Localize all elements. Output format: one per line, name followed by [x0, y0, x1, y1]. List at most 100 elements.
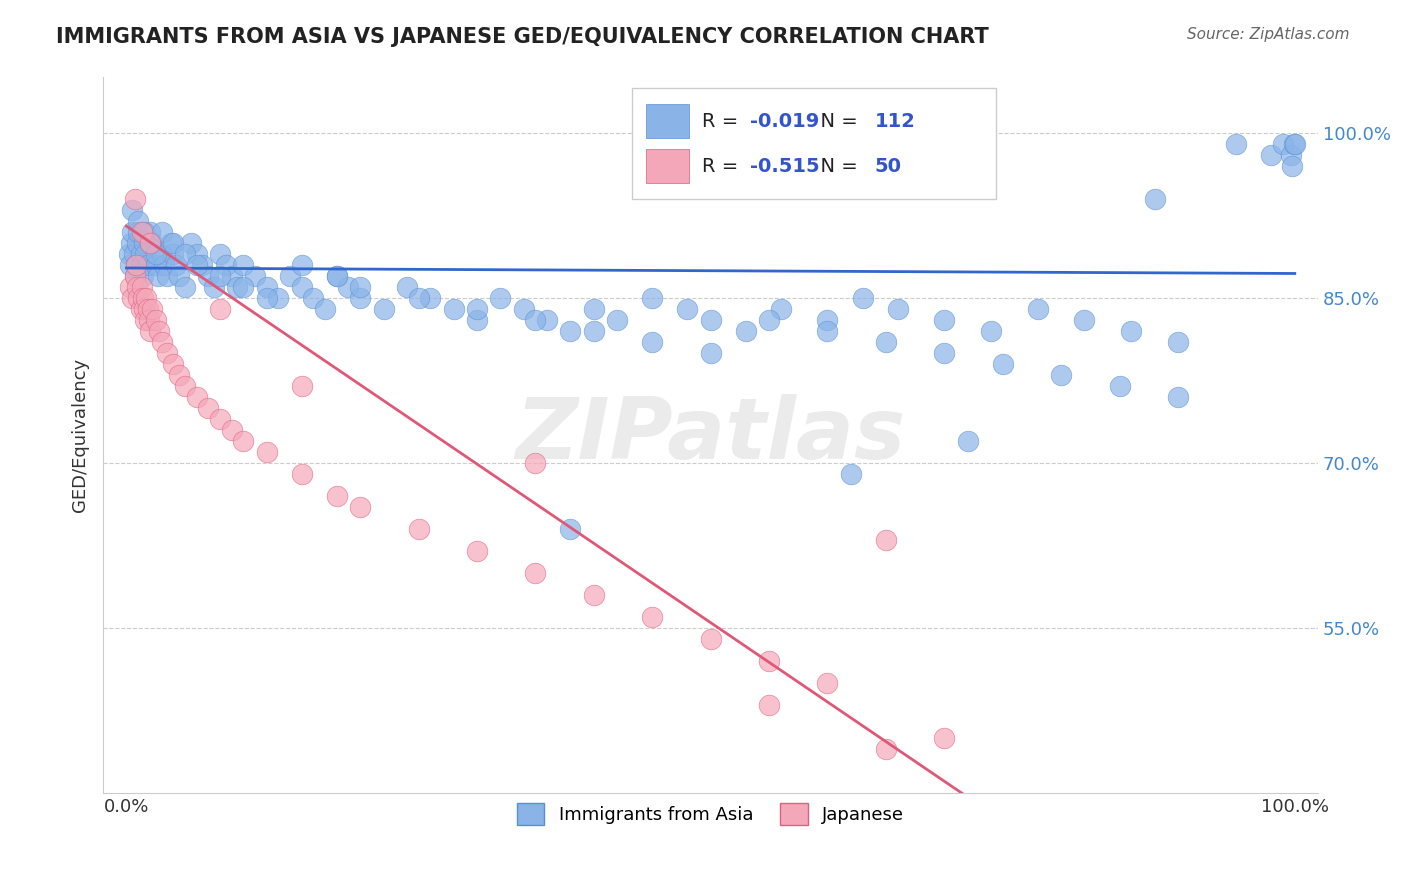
Point	[267, 291, 290, 305]
Point	[167, 368, 190, 382]
Point	[699, 346, 721, 360]
FancyBboxPatch shape	[647, 149, 689, 184]
Point	[118, 246, 141, 260]
Point	[536, 312, 558, 326]
Point	[512, 301, 534, 316]
Point	[145, 312, 167, 326]
Point	[524, 456, 547, 470]
Point	[132, 268, 155, 283]
Point	[699, 632, 721, 647]
Point	[243, 268, 266, 283]
Point	[127, 291, 149, 305]
Point	[817, 312, 839, 326]
Point	[465, 301, 488, 316]
Text: -0.515: -0.515	[749, 157, 820, 176]
Point	[875, 334, 897, 349]
Point	[221, 268, 243, 283]
Point	[160, 235, 183, 250]
Point	[121, 225, 143, 239]
Point	[162, 235, 184, 250]
Point	[153, 258, 176, 272]
Point	[215, 258, 238, 272]
Point	[156, 268, 179, 283]
Point	[121, 202, 143, 217]
Point	[326, 268, 349, 283]
Point	[817, 324, 839, 338]
Point	[489, 291, 512, 305]
Point	[291, 258, 314, 272]
Point	[156, 346, 179, 360]
Point	[291, 279, 314, 293]
Point	[560, 522, 582, 536]
Point	[1143, 192, 1166, 206]
Point	[641, 291, 664, 305]
Point	[256, 291, 278, 305]
Point	[641, 334, 664, 349]
Point	[443, 301, 465, 316]
Text: Source: ZipAtlas.com: Source: ZipAtlas.com	[1187, 27, 1350, 42]
Point	[524, 566, 547, 580]
Point	[349, 279, 371, 293]
Point	[349, 500, 371, 514]
Point	[208, 301, 231, 316]
Point	[560, 324, 582, 338]
Point	[132, 235, 155, 250]
Text: N =: N =	[808, 157, 863, 176]
Point	[146, 268, 169, 283]
Point	[886, 301, 908, 316]
Point	[875, 742, 897, 756]
Point	[1026, 301, 1049, 316]
Point	[174, 279, 197, 293]
Point	[132, 291, 155, 305]
Point	[124, 268, 146, 283]
Point	[208, 268, 231, 283]
Point	[125, 258, 148, 272]
Point	[141, 301, 163, 316]
Point	[373, 301, 395, 316]
Point	[120, 235, 142, 250]
Point	[934, 312, 956, 326]
Point	[582, 588, 605, 602]
Point	[141, 235, 163, 250]
Point	[136, 301, 159, 316]
Point	[150, 225, 173, 239]
Text: N =: N =	[808, 112, 863, 130]
Point	[991, 357, 1014, 371]
Point	[136, 258, 159, 272]
Point	[1282, 136, 1305, 151]
Text: IMMIGRANTS FROM ASIA VS JAPANESE GED/EQUIVALENCY CORRELATION CHART: IMMIGRANTS FROM ASIA VS JAPANESE GED/EQU…	[56, 27, 988, 46]
Point	[524, 312, 547, 326]
Point	[186, 258, 208, 272]
Point	[124, 192, 146, 206]
Point	[419, 291, 441, 305]
Point	[934, 346, 956, 360]
Point	[129, 301, 152, 316]
Point	[408, 522, 430, 536]
Point	[191, 258, 214, 272]
Text: -0.019: -0.019	[749, 112, 818, 130]
Point	[1108, 379, 1130, 393]
Point	[139, 235, 162, 250]
Point	[174, 379, 197, 393]
Point	[186, 390, 208, 404]
Point	[256, 445, 278, 459]
Point	[1167, 390, 1189, 404]
Point	[817, 676, 839, 690]
Point	[641, 610, 664, 624]
Point	[1121, 324, 1143, 338]
Point	[337, 279, 360, 293]
Point	[758, 312, 780, 326]
Point	[980, 324, 1002, 338]
Point	[139, 324, 162, 338]
Point	[1073, 312, 1095, 326]
Point	[118, 258, 141, 272]
Point	[1272, 136, 1295, 151]
Point	[758, 654, 780, 668]
Text: R =: R =	[702, 112, 745, 130]
FancyBboxPatch shape	[647, 104, 689, 138]
Text: 112: 112	[875, 112, 915, 130]
Point	[125, 279, 148, 293]
Point	[291, 467, 314, 481]
Legend: Immigrants from Asia, Japanese: Immigrants from Asia, Japanese	[509, 795, 912, 834]
Point	[1281, 159, 1303, 173]
